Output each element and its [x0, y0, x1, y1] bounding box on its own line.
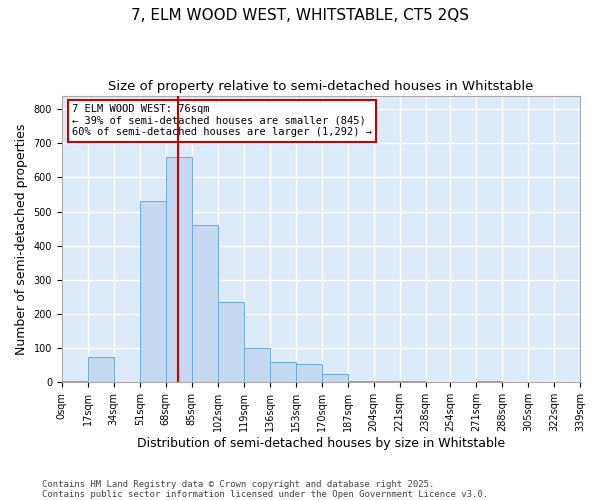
Bar [218, 302, 244, 382]
Text: 7, ELM WOOD WEST, WHITSTABLE, CT5 2QS: 7, ELM WOOD WEST, WHITSTABLE, CT5 2QS [131, 8, 469, 22]
Text: 7 ELM WOOD WEST: 76sqm
← 39% of semi-detached houses are smaller (845)
60% of se: 7 ELM WOOD WEST: 76sqm ← 39% of semi-det… [72, 104, 372, 138]
Bar [166, 157, 192, 382]
Bar [322, 374, 347, 382]
X-axis label: Distribution of semi-detached houses by size in Whitstable: Distribution of semi-detached houses by … [137, 437, 505, 450]
Title: Size of property relative to semi-detached houses in Whitstable: Size of property relative to semi-detach… [108, 80, 533, 93]
Bar [374, 380, 400, 382]
Bar [192, 226, 218, 382]
Bar [244, 348, 269, 382]
Bar [347, 380, 374, 382]
Bar [269, 362, 296, 382]
Bar [140, 202, 166, 382]
Bar [400, 380, 425, 382]
Y-axis label: Number of semi-detached properties: Number of semi-detached properties [15, 124, 28, 354]
Bar [296, 364, 322, 382]
Text: Contains HM Land Registry data © Crown copyright and database right 2025.
Contai: Contains HM Land Registry data © Crown c… [42, 480, 488, 499]
Bar [88, 356, 114, 382]
